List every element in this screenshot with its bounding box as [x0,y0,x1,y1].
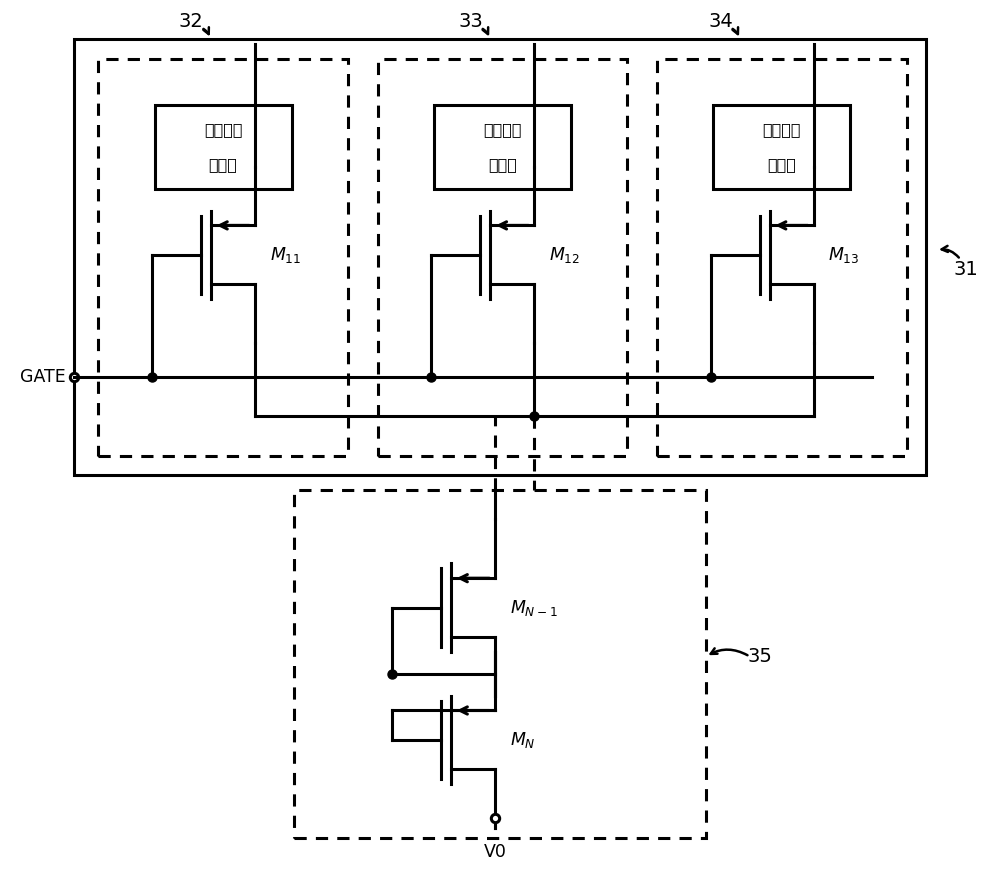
Bar [434,106,571,189]
Text: 35: 35 [747,647,772,666]
Text: $M_{N-1}$: $M_{N-1}$ [510,597,557,618]
Text: 子像素电: 子像素电 [483,122,522,137]
Text: 31: 31 [953,260,978,279]
Text: $M_{11}$: $M_{11}$ [270,245,301,265]
Bar [294,490,706,838]
Text: $M_{12}$: $M_{12}$ [549,245,580,265]
Text: 路单元: 路单元 [767,157,796,172]
Bar [74,39,926,475]
Text: 子像素电: 子像素电 [763,122,801,137]
Bar [155,106,292,189]
Text: GATE: GATE [20,368,66,386]
Text: $M_N$: $M_N$ [510,729,536,750]
Text: 路单元: 路单元 [488,157,517,172]
Text: 32: 32 [179,12,204,31]
Bar [713,106,850,189]
Text: 子像素电: 子像素电 [204,122,242,137]
Text: 33: 33 [458,12,483,31]
Text: 路单元: 路单元 [209,157,238,172]
Text: $M_{13}$: $M_{13}$ [828,245,860,265]
Bar [657,59,907,455]
Text: 34: 34 [708,12,733,31]
Bar [378,59,627,455]
Bar [98,59,348,455]
Text: V0: V0 [484,843,507,861]
